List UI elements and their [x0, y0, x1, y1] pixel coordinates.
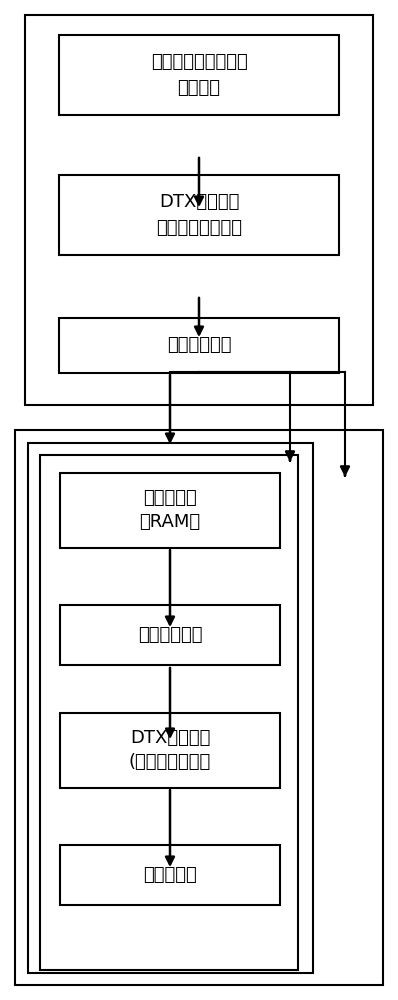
Text: DTX比特删除
（可变位置映射）: DTX比特删除 （可变位置映射） — [156, 194, 242, 236]
Text: 无线帧合并
（RAM）: 无线帧合并 （RAM） — [139, 488, 201, 532]
Bar — [25, 15, 373, 405]
Bar — [40, 455, 298, 970]
Bar — [59, 35, 339, 115]
Bar — [28, 443, 313, 973]
Text: 去速率匹配: 去速率匹配 — [143, 866, 197, 884]
Bar — [59, 318, 339, 372]
Text: DTX比特删除
(固定位置映射）: DTX比特删除 (固定位置映射） — [129, 728, 211, 772]
Bar — [60, 605, 280, 665]
Bar — [15, 430, 383, 985]
Bar — [60, 845, 280, 905]
Bar — [59, 175, 339, 255]
Text: 第一次解交织: 第一次解交织 — [138, 626, 202, 644]
Bar — [60, 712, 280, 788]
Bar — [60, 473, 280, 548]
Text: 传输信道分解: 传输信道分解 — [167, 336, 231, 354]
Text: 第二次解交织和物理
信道合并: 第二次解交织和物理 信道合并 — [150, 53, 248, 97]
